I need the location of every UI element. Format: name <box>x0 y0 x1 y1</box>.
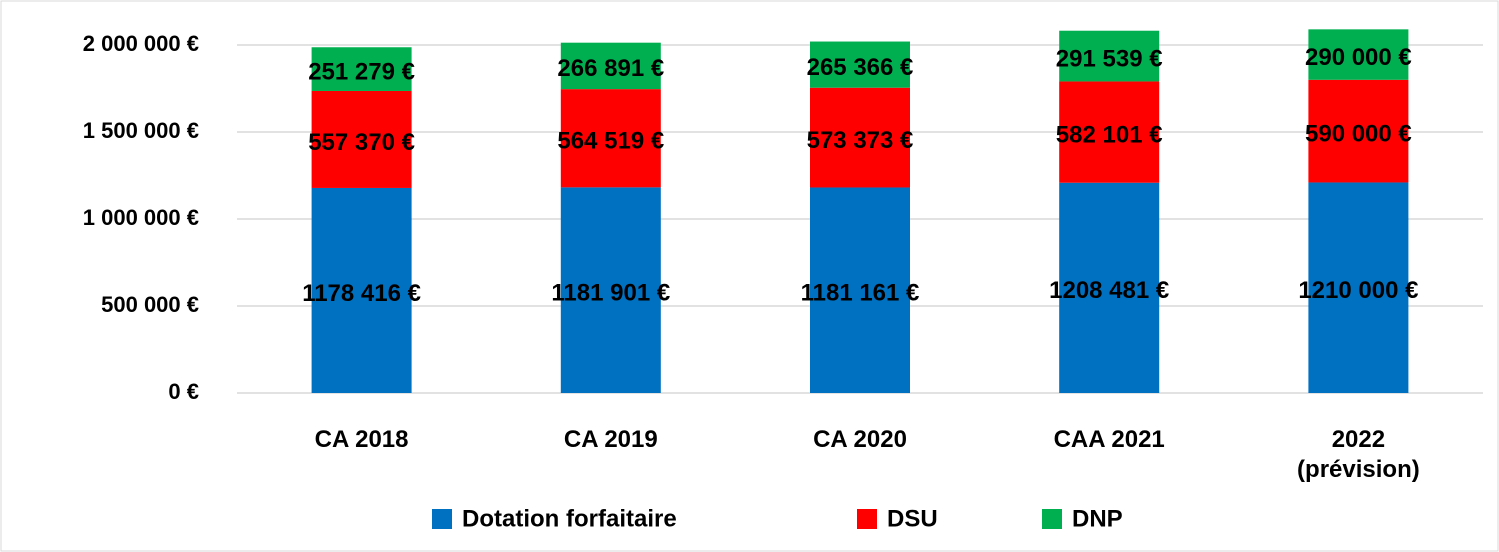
value-label: 564 519 € <box>557 128 664 155</box>
bar-segment <box>1308 182 1409 393</box>
legend-swatch <box>432 509 452 529</box>
value-label: 1181 161 € <box>801 280 920 307</box>
x-tick-label: 2022 (prévision) <box>1297 426 1420 483</box>
bar-segment <box>1308 79 1409 183</box>
bar-segment <box>810 187 910 393</box>
value-label: 1210 000 € <box>1298 277 1418 304</box>
value-label: 573 373 € <box>807 127 914 154</box>
bar-segment <box>1308 29 1409 80</box>
bar-segment <box>810 41 910 88</box>
bar-segment <box>1059 81 1160 183</box>
bar-segment <box>1059 30 1160 82</box>
value-label: 265 366 € <box>807 54 914 81</box>
legend-label: Dotation forfaitaire <box>462 505 677 532</box>
bar-segment <box>311 90 412 188</box>
x-tick-label: CAA 2021 <box>1053 426 1165 453</box>
y-tick-label: 2 000 000 € <box>83 31 199 56</box>
value-label: 1181 901 € <box>551 280 670 307</box>
legend-swatch <box>857 509 877 529</box>
value-label: 557 370 € <box>308 129 415 156</box>
y-tick-label: 1 500 000 € <box>83 118 199 143</box>
y-tick-label: 0 € <box>168 379 199 404</box>
value-label: 291 539 € <box>1056 45 1163 72</box>
x-tick-label: CA 2020 <box>813 426 907 453</box>
x-tick-label: CA 2018 <box>314 426 409 453</box>
bar-segment <box>560 42 661 90</box>
bar-segment <box>560 187 661 393</box>
value-label: 290 000 € <box>1305 44 1412 71</box>
bar-segment <box>311 47 412 91</box>
bar-segment <box>810 87 910 188</box>
value-label: 266 891 € <box>557 55 664 82</box>
value-label: 251 279 € <box>308 58 415 85</box>
value-label: 1208 481 € <box>1049 277 1169 304</box>
y-tick-label: 1 000 000 € <box>83 205 199 230</box>
bar-segment <box>560 89 661 188</box>
y-tick-label: 500 000 € <box>101 292 199 317</box>
value-label: 1178 416 € <box>302 280 421 307</box>
bar-segment <box>1059 182 1160 393</box>
legend-label: DNP <box>1072 505 1123 532</box>
value-label: 590 000 € <box>1305 120 1412 147</box>
bar-segment <box>311 187 412 393</box>
legend-label: DSU <box>887 505 938 532</box>
x-tick-label: CA 2019 <box>563 426 658 453</box>
legend-swatch <box>1042 509 1062 529</box>
value-label: 582 101 € <box>1056 121 1163 148</box>
